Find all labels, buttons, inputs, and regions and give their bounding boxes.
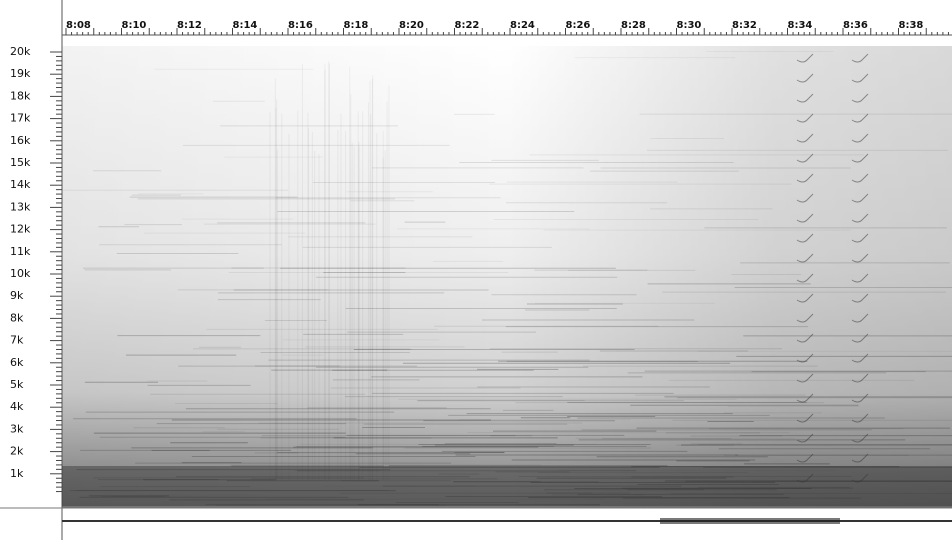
- time-label: 8:10: [122, 20, 147, 31]
- frequency-label: 10k: [10, 267, 31, 280]
- frequency-label: 9k: [10, 289, 24, 302]
- chirp: [851, 153, 869, 163]
- chirp: [851, 353, 869, 363]
- time-label: 8:24: [510, 20, 535, 31]
- frequency-label: 11k: [10, 245, 31, 258]
- frequency-label: 17k: [10, 112, 31, 125]
- chirp: [851, 273, 869, 283]
- chirp: [851, 393, 869, 403]
- time-label: 8:12: [177, 20, 202, 31]
- chirp: [851, 213, 869, 223]
- chirp: [796, 113, 814, 123]
- chirp: [796, 73, 814, 83]
- time-label: 8:18: [344, 20, 369, 31]
- chirp: [796, 273, 814, 283]
- chirp: [851, 473, 869, 483]
- low-band: [62, 466, 952, 506]
- frequency-label: 19k: [10, 67, 31, 80]
- frequency-label: 8k: [10, 311, 24, 324]
- frequency-label: 7k: [10, 334, 24, 347]
- time-label: 8:32: [732, 20, 757, 31]
- chirp: [851, 253, 869, 263]
- time-label: 8:16: [288, 20, 313, 31]
- time-label: 8:36: [843, 20, 868, 31]
- frequency-label: 15k: [10, 156, 31, 169]
- chirp: [796, 133, 814, 143]
- axes: 8:08 8:10 8:12 8:14 8:16 8:18 8:20 8:22 8:24 8:26…: [10, 20, 949, 493]
- chirp: [796, 353, 814, 363]
- chirp: [851, 333, 869, 343]
- chirp: [851, 133, 869, 143]
- time-label: 8:26: [566, 20, 591, 31]
- chirp: [796, 433, 814, 443]
- chirp: [796, 313, 814, 323]
- time-label: 8:30: [677, 20, 702, 31]
- chirp: [796, 393, 814, 403]
- wave-peak: [660, 518, 840, 524]
- time-label: 8:22: [455, 20, 480, 31]
- frequency-label: 6k: [10, 356, 24, 369]
- chirp: [796, 333, 814, 343]
- time-label: 8:34: [788, 20, 813, 31]
- chirp: [796, 93, 814, 103]
- chirp: [851, 173, 869, 183]
- chirp: [796, 413, 814, 423]
- frequency-label: 5k: [10, 378, 24, 391]
- chirp: [851, 53, 869, 63]
- chirp: [796, 213, 814, 223]
- frequency-label: 3k: [10, 422, 24, 435]
- chirp: [796, 193, 814, 203]
- time-label: 8:08: [66, 20, 91, 31]
- time-label: 8:28: [621, 20, 646, 31]
- chirp: [796, 293, 814, 303]
- frequency-label: 18k: [10, 89, 31, 102]
- time-label: 8:20: [399, 20, 424, 31]
- chirp: [851, 433, 869, 443]
- chirp: [796, 173, 814, 183]
- chirp: [851, 453, 869, 463]
- frequency-label: 4k: [10, 400, 24, 413]
- chirp: [796, 473, 814, 483]
- spectrogram-bands: [62, 51, 952, 524]
- chirp: [851, 113, 869, 123]
- frequency-label: 14k: [10, 178, 31, 191]
- chirp: [851, 73, 869, 83]
- chirp: [796, 373, 814, 383]
- chirp: [796, 53, 814, 63]
- frequency-label: 2k: [10, 445, 24, 458]
- frequency-label: 13k: [10, 200, 31, 213]
- chirp: [851, 93, 869, 103]
- time-label: 8:14: [233, 20, 258, 31]
- spectrogram-shade: [62, 46, 952, 508]
- chirp: [796, 253, 814, 263]
- chirp: [851, 413, 869, 423]
- time-label: 8:38: [899, 20, 924, 31]
- chirp: [796, 453, 814, 463]
- chirp: [851, 313, 869, 323]
- chirp: [851, 193, 869, 203]
- frequency-label: 12k: [10, 223, 31, 236]
- frequency-label: 20k: [10, 45, 31, 58]
- chirp: [851, 373, 869, 383]
- frequency-label: 16k: [10, 134, 31, 147]
- chirp: [851, 293, 869, 303]
- chirp: [851, 233, 869, 243]
- chirp: [796, 233, 814, 243]
- chirp: [796, 153, 814, 163]
- frequency-label: 1k: [10, 467, 24, 480]
